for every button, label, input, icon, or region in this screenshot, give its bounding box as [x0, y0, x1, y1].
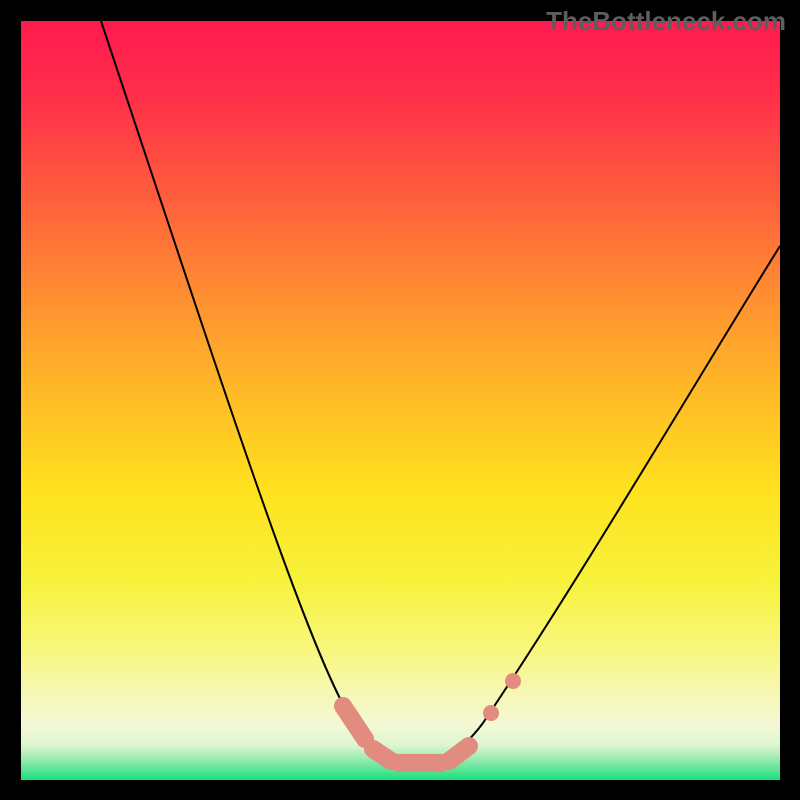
marker-dot [483, 705, 499, 721]
chart-plot-area [21, 21, 780, 780]
marker-pill [449, 746, 469, 761]
watermark-text: TheBottleneck.com [546, 6, 786, 37]
chart-svg [21, 21, 780, 780]
marker-pill [373, 749, 391, 761]
gradient-background [21, 21, 780, 780]
marker-dot [505, 673, 521, 689]
